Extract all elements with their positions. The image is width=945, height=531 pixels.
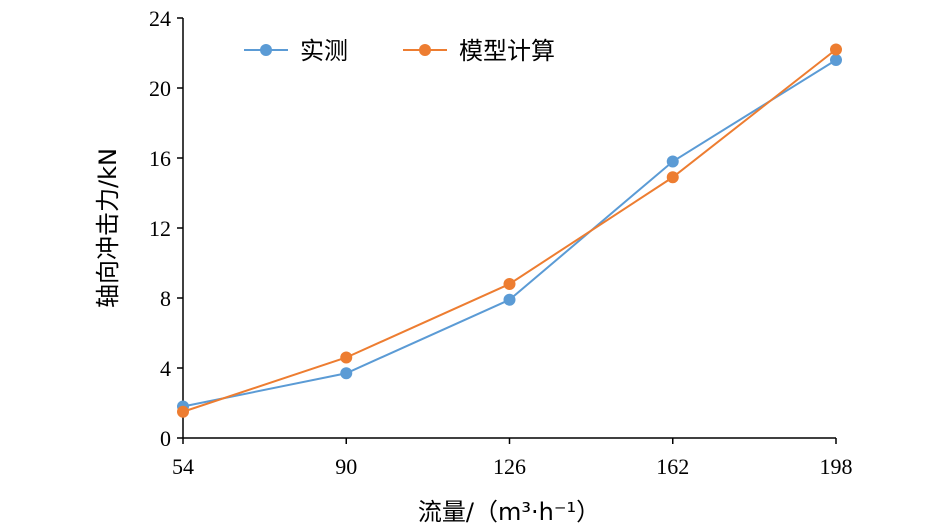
data-point [503, 278, 516, 290]
x-tick-label: 198 [820, 454, 853, 479]
y-tick-label: 8 [160, 286, 171, 311]
y-tick-label: 0 [160, 426, 171, 451]
data-point [340, 351, 353, 364]
x-tick-label: 126 [493, 454, 526, 479]
series-2 [177, 43, 842, 418]
axes [182, 18, 836, 439]
legend-item: 模型计算 [403, 37, 555, 65]
y-tick-label: 24 [149, 6, 171, 31]
data-point [177, 405, 189, 418]
y-tick-label: 12 [149, 216, 171, 241]
y-tick-label: 20 [149, 76, 171, 101]
data-point [340, 367, 353, 380]
x-tick-label: 90 [335, 454, 357, 479]
y-tick-label: 4 [160, 356, 171, 381]
tick-labels: 0 4 8 12 16 20 24 54 90 126 162 198 [149, 6, 853, 479]
series-line [182, 59, 837, 408]
legend-item: 实测 [244, 37, 348, 65]
tick-marks [177, 17, 837, 444]
x-tick-label: 54 [172, 454, 194, 479]
data-point [666, 171, 679, 184]
legend-marker [419, 44, 431, 56]
data-point [830, 43, 842, 56]
data-point [503, 293, 516, 306]
series-line [182, 48, 837, 413]
data-point [830, 54, 842, 66]
series-layer [177, 43, 842, 418]
data-point [666, 155, 679, 168]
y-axis-title: 轴向冲击力/kN [94, 148, 122, 308]
x-axis-title: 流量/（m³·h⁻¹） [418, 498, 600, 526]
series-1 [177, 54, 842, 413]
legend-marker [260, 44, 272, 56]
legend: 实测 模型计算 [244, 37, 555, 65]
y-tick-label: 16 [149, 146, 171, 171]
x-tick-label: 162 [656, 454, 689, 479]
legend-label: 实测 [300, 37, 348, 65]
legend-label: 模型计算 [459, 37, 555, 65]
